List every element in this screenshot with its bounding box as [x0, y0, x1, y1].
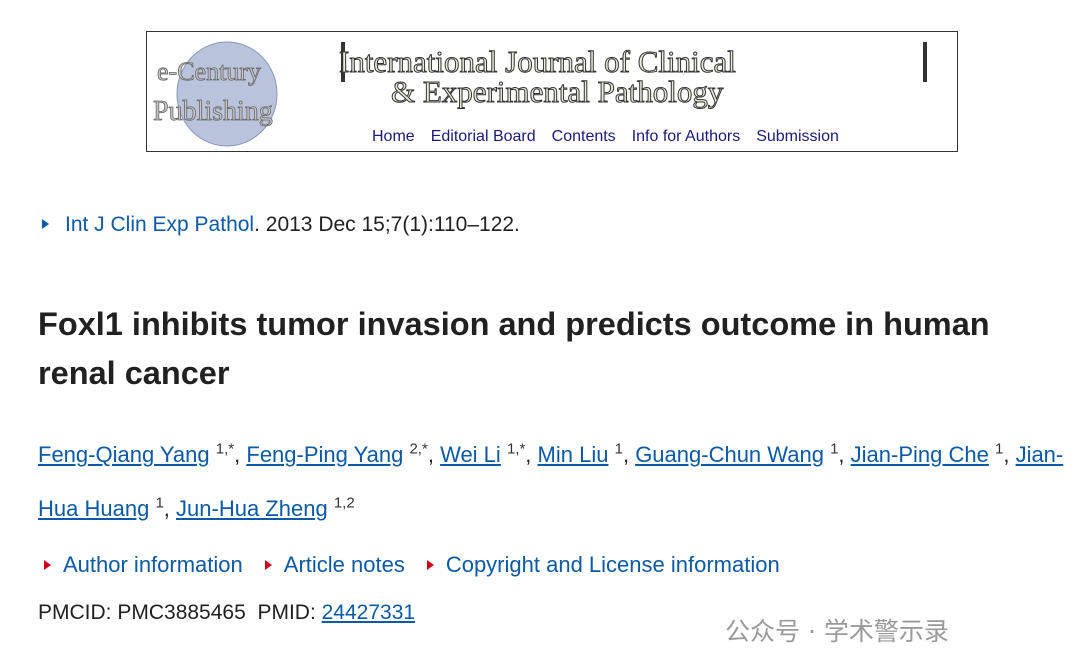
author-link[interactable]: Jian-Ping Che	[850, 442, 989, 468]
author-link[interactable]: Feng-Qiang Yang	[38, 442, 210, 468]
nav-bar: Home Editorial Board Contents Info for Auth…	[372, 128, 855, 146]
info-item: Author information	[44, 552, 243, 577]
banner-graphic: e-Century Publishing International Journ…	[153, 41, 927, 147]
author-link[interactable]: Wei Li	[440, 442, 501, 468]
author: Min Liu 1	[537, 441, 630, 468]
author-list: Feng-Qiang Yang 1,* Feng-Ping Yang 2,* W…	[38, 426, 1068, 533]
author: Jian-Ping Che 1	[850, 441, 1010, 468]
author-affiliation: 1	[994, 441, 1004, 458]
author: Wei Li 1,*	[440, 441, 531, 468]
watermark: 公众号 · 学术警示录	[725, 617, 949, 646]
nav-link[interactable]: Info for Authors	[631, 128, 741, 145]
author-link[interactable]: Min Liu	[537, 442, 609, 468]
logo-globe	[176, 41, 278, 147]
pmid-link[interactable]: 24427331	[321, 601, 416, 624]
author-affiliation: 2,*	[409, 441, 428, 458]
nav-link[interactable]: Home	[372, 128, 415, 145]
nav-link[interactable]: Contents	[551, 128, 616, 145]
expand-icon[interactable]	[264, 560, 272, 570]
author-affiliation: 1	[614, 441, 623, 458]
author: Jun-Hua Zheng 1,2	[176, 494, 355, 521]
nav-link[interactable]: Submission	[756, 128, 839, 145]
expand-icon[interactable]	[44, 560, 51, 570]
journal-banner: e-Century Publishing International Journ…	[146, 31, 958, 152]
author-affiliation: 1	[155, 494, 164, 512]
publisher-name: Publishing	[153, 96, 273, 127]
expand-icon[interactable]	[426, 560, 434, 570]
author-affiliation: 1,2	[333, 494, 355, 512]
journal-title: & Experimental Pathology	[391, 74, 724, 109]
citation: Int J Clin Exp Pathol. 2013 Dec 15;7(1):…	[42, 213, 520, 237]
pmcid-label: PMCID:	[38, 601, 112, 624]
info-link[interactable]: Author information	[63, 552, 243, 577]
info-item: Copyright and License information	[426, 552, 780, 577]
info-links: Author information Article notes Copyright…	[44, 552, 802, 578]
info-link[interactable]: Copyright and License information	[445, 552, 780, 577]
pmcid: PMC3885465	[117, 601, 246, 624]
pmid-label: PMID:	[257, 601, 316, 624]
author: Feng-Ping Yang 2,*	[246, 441, 434, 468]
info-link[interactable]: Article notes	[283, 552, 405, 577]
article-ids: PMCID: PMC3885465 PMID: 24427331	[38, 601, 415, 625]
author-affiliation: 1,*	[506, 441, 526, 458]
expand-icon[interactable]	[42, 219, 49, 229]
author-affiliation: 1,*	[215, 441, 235, 458]
journal-link[interactable]: Int J Clin Exp Pathol	[65, 213, 255, 236]
journal-title: International Journal of Clinical	[339, 44, 736, 79]
author: Feng-Qiang Yang 1,*	[38, 441, 240, 468]
info-item: Article notes	[264, 552, 405, 577]
author-link[interactable]: Guang-Chun Wang	[635, 442, 824, 468]
author-affiliation: 1	[830, 441, 839, 458]
citation-details: . 2013 Dec 15;7(1):110–122.	[254, 213, 520, 236]
author-link[interactable]: Jian-Hua Huang	[38, 442, 1064, 521]
article-title: Foxl1 inhibits tumor invasion and predic…	[38, 306, 990, 391]
nav-link[interactable]: Editorial Board	[430, 128, 536, 145]
publisher-name: e-Century	[157, 57, 261, 86]
author: Guang-Chun Wang 1	[635, 441, 844, 468]
author-link[interactable]: Feng-Ping Yang	[246, 442, 404, 468]
author-link[interactable]: Jun-Hua Zheng	[176, 495, 328, 521]
